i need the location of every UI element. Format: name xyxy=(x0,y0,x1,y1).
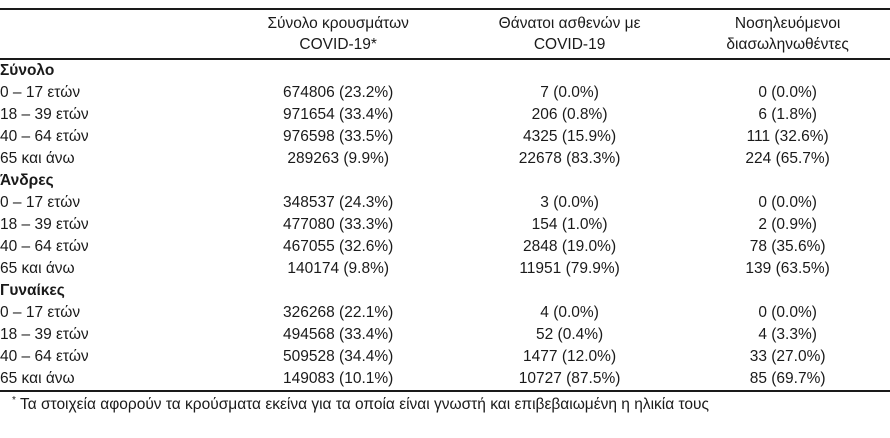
age-label: 0 – 17 ετών xyxy=(0,84,81,101)
section-header-men: Άνδρες xyxy=(0,170,890,192)
cases-value: 971654 (33.4%) xyxy=(283,106,394,123)
cases-value: 477080 (33.3%) xyxy=(283,216,394,233)
age-label: 40 – 64 ετών xyxy=(0,128,89,145)
cases-value: 509528 (34.4%) xyxy=(283,348,394,365)
covid-age-statistics-table: Σύνολο κρουσμάτων COVID-19* Θάνατοι ασθε… xyxy=(0,8,890,392)
age-label: 65 και άνω xyxy=(0,260,75,277)
age-label: 40 – 64 ετών xyxy=(0,238,89,255)
col-header-cases-line1: Σύνολο κρουσμάτων xyxy=(267,15,409,32)
intubated-value: 224 (65.7%) xyxy=(745,150,830,167)
intubated-value: 78 (35.6%) xyxy=(749,238,826,255)
deaths-value: 22678 (83.3%) xyxy=(518,150,621,167)
deaths-value: 4325 (15.9%) xyxy=(523,128,617,145)
cases-value: 140174 (9.8%) xyxy=(287,260,390,277)
cases-value: 467055 (32.6%) xyxy=(283,238,394,255)
deaths-value: 154 (1.0%) xyxy=(531,216,608,233)
col-header-intubated-line1: Νοσηλευόμενοι xyxy=(734,15,841,32)
intubated-value: 0 (0.0%) xyxy=(758,194,817,211)
intubated-value: 85 (69.7%) xyxy=(749,370,826,387)
table-row: 40 – 64 ετών 467055 (32.6%) 2848 (19.0%)… xyxy=(0,236,890,258)
footnote-asterisk: * xyxy=(12,394,16,406)
col-header-cases-line2: COVID-19* xyxy=(299,36,377,53)
covid-age-statistics-page: Σύνολο κρουσμάτων COVID-19* Θάνατοι ασθε… xyxy=(0,8,890,415)
intubated-value: 6 (1.8%) xyxy=(758,106,817,123)
table-row: 65 και άνω 289263 (9.9%) 22678 (83.3%) 2… xyxy=(0,148,890,170)
col-header-deaths-line2: COVID-19 xyxy=(533,36,606,53)
intubated-value: 139 (63.5%) xyxy=(745,260,830,277)
age-label: 18 – 39 ετών xyxy=(0,106,89,123)
cases-value: 348537 (24.3%) xyxy=(283,194,394,211)
table-header: Σύνολο κρουσμάτων COVID-19* Θάνατοι ασθε… xyxy=(0,9,890,60)
section-header-women: Γυναίκες xyxy=(0,280,890,302)
col-header-deaths: Θάνατοι ασθενών με COVID-19 xyxy=(453,9,686,60)
intubated-value: 0 (0.0%) xyxy=(758,84,817,101)
table-body: Σύνολο 0 – 17 ετών 674806 (23.2%) 7 (0.0… xyxy=(0,59,890,391)
deaths-value: 7 (0.0%) xyxy=(540,84,599,101)
intubated-value: 111 (32.6%) xyxy=(746,128,829,145)
table-row: 0 – 17 ετών 326268 (22.1%) 4 (0.0%) 0 (0… xyxy=(0,302,890,324)
header-row: Σύνολο κρουσμάτων COVID-19* Θάνατοι ασθε… xyxy=(0,9,890,60)
table-row: 18 – 39 ετών 477080 (33.3%) 154 (1.0%) 2… xyxy=(0,214,890,236)
cases-value: 289263 (9.9%) xyxy=(287,150,390,167)
table-row: 0 – 17 ετών 674806 (23.2%) 7 (0.0%) 0 (0… xyxy=(0,82,890,104)
deaths-value: 4 (0.0%) xyxy=(540,304,599,321)
deaths-value: 52 (0.4%) xyxy=(535,326,604,343)
table-row: 18 – 39 ετών 494568 (33.4%) 52 (0.4%) 4 … xyxy=(0,324,890,346)
col-header-cases: Σύνολο κρουσμάτων COVID-19* xyxy=(222,9,454,60)
table-row: 40 – 64 ετών 976598 (33.5%) 4325 (15.9%)… xyxy=(0,126,890,148)
deaths-value: 10727 (87.5%) xyxy=(518,370,621,387)
cases-value: 976598 (33.5%) xyxy=(283,128,394,145)
intubated-value: 33 (27.0%) xyxy=(749,348,826,365)
footnote-text: Τα στοιχεία αφορούν τα κρούσματα εκείνα … xyxy=(19,396,709,413)
age-label: 0 – 17 ετών xyxy=(0,304,81,321)
table-row: 65 και άνω 149083 (10.1%) 10727 (87.5%) … xyxy=(0,368,890,391)
col-header-intubated-line2: διασωληνωθέντες xyxy=(726,36,849,53)
cases-value: 674806 (23.2%) xyxy=(283,84,394,101)
intubated-value: 0 (0.0%) xyxy=(758,304,817,321)
intubated-value: 2 (0.9%) xyxy=(758,216,817,233)
deaths-value: 1477 (12.0%) xyxy=(523,348,617,365)
col-header-deaths-line1: Θάνατοι ασθενών με xyxy=(498,15,641,32)
table-row: 40 – 64 ετών 509528 (34.4%) 1477 (12.0%)… xyxy=(0,346,890,368)
col-header-empty xyxy=(0,9,223,60)
deaths-value: 11951 (79.9%) xyxy=(519,260,620,277)
deaths-value: 2848 (19.0%) xyxy=(523,238,617,255)
age-label: 65 και άνω xyxy=(0,150,75,167)
table-row: 65 και άνω 140174 (9.8%) 11951 (79.9%) 1… xyxy=(0,258,890,280)
cases-value: 494568 (33.4%) xyxy=(283,326,394,343)
section-header-total: Σύνολο xyxy=(0,59,890,82)
table-row: 0 – 17 ετών 348537 (24.3%) 3 (0.0%) 0 (0… xyxy=(0,192,890,214)
cases-value: 149083 (10.1%) xyxy=(283,370,394,387)
intubated-value: 4 (3.3%) xyxy=(758,326,817,343)
deaths-value: 206 (0.8%) xyxy=(531,106,608,123)
section-label: Σύνολο xyxy=(0,62,55,79)
cases-value: 326268 (22.1%) xyxy=(283,304,394,321)
col-header-intubated: Νοσηλευόμενοι διασωληνωθέντες xyxy=(685,9,890,60)
age-label: 0 – 17 ετών xyxy=(0,194,81,211)
age-label: 18 – 39 ετών xyxy=(0,326,89,343)
section-label: Γυναίκες xyxy=(0,282,65,299)
deaths-value: 3 (0.0%) xyxy=(540,194,599,211)
section-label: Άνδρες xyxy=(0,172,54,189)
age-label: 18 – 39 ετών xyxy=(0,216,89,233)
age-label: 40 – 64 ετών xyxy=(0,348,89,365)
table-footnote: * Τα στοιχεία αφορούν τα κρούσματα εκείν… xyxy=(0,392,890,415)
table-row: 18 – 39 ετών 971654 (33.4%) 206 (0.8%) 6… xyxy=(0,104,890,126)
age-label: 65 και άνω xyxy=(0,370,75,387)
